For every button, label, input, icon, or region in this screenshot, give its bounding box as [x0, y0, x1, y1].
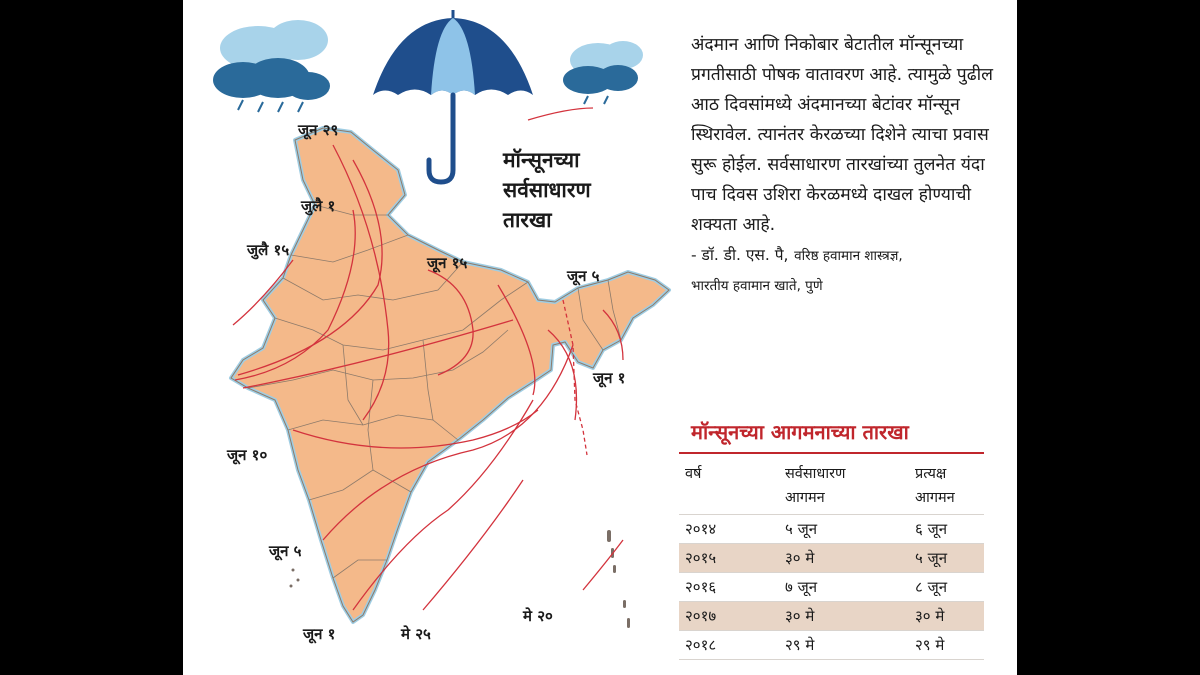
date-label-jun5-west: जून ५	[269, 542, 302, 560]
rain-cloud-icon	[563, 41, 643, 105]
column-header-normal-arrival: सर्वसाधारण आगमन	[785, 466, 846, 506]
quote-attribution: - डॉ. डी. एस. पै, वरिष्ठ हवामान शास्त्रज…	[691, 240, 1009, 271]
date-label-jun10: जून १०	[227, 446, 268, 464]
table-row: २०१६ ७ जून ८ जून	[679, 572, 984, 602]
map-title-line: सर्वसाधारण	[503, 178, 591, 202]
cell-year: २०१६	[679, 572, 779, 602]
cell-year: २०१५	[679, 543, 779, 573]
cell-actual-arrival: ८ जून	[909, 572, 984, 602]
india-landmass	[229, 126, 671, 624]
cell-normal-arrival: ५ जून	[779, 514, 909, 544]
cell-actual-arrival: ३० मे	[909, 601, 984, 631]
cell-actual-arrival: २९ मे	[909, 630, 984, 660]
monsoon-map: जून २९ जुलै १ जुलै १५ जून १५ जून ५ जून १…	[183, 0, 683, 675]
cell-actual-arrival: ६ जून	[909, 514, 984, 544]
table-row: २०१८ २९ मे २९ मे	[679, 630, 984, 660]
cell-year: २०१८	[679, 630, 779, 660]
date-label-may25: मे २५	[401, 625, 431, 643]
cell-normal-arrival: २९ मे	[779, 630, 909, 660]
table-header-row: वर्ष सर्वसाधारण आगमन प्रत्यक्ष आगमन	[679, 458, 984, 515]
cell-normal-arrival: ३० मे	[779, 543, 909, 573]
date-label-jun1-east: जून १	[593, 369, 626, 387]
map-title-line: मॉन्सूनच्या	[503, 148, 580, 172]
quote-paragraph: अंदमान आणि निकोबार बेटातील मॉन्सूनच्या प…	[691, 35, 993, 235]
column-header-year: वर्ष	[685, 466, 702, 482]
cell-year: २०१४	[679, 514, 779, 544]
arrival-table-title: मॉन्सूनच्या आगमनाच्या तारखा	[691, 420, 909, 444]
table-row: २०१७ ३० मे ३० मे	[679, 601, 984, 631]
date-label-jun15: जून १५	[427, 254, 468, 272]
quote-author: - डॉ. डी. एस. पै,	[691, 246, 789, 264]
column-header-actual-arrival: प्रत्यक्ष आगमन	[915, 466, 955, 506]
map-title-line: तारखा	[503, 208, 552, 232]
umbrella-icon	[373, 10, 533, 185]
india-map-graphic	[213, 10, 671, 628]
date-label-jun29: जून २९	[298, 121, 339, 139]
table-row: २०१५ ३० मे ५ जून	[679, 543, 984, 573]
expert-quote: अंदमान आणि निकोबार बेटातील मॉन्सूनच्या प…	[691, 30, 1009, 301]
cell-actual-arrival: ५ जून	[909, 543, 984, 573]
cell-normal-arrival: ३० मे	[779, 601, 909, 631]
date-label-may20: मे २०	[523, 607, 553, 625]
date-label-jul1: जुलै १	[301, 197, 336, 215]
date-label-jun5-northeast: जून ५	[567, 267, 600, 285]
monsoon-isolines	[232, 144, 624, 611]
map-title: मॉन्सूनच्या सर्वसाधारण तारखा	[503, 145, 623, 235]
rain-cloud-icon	[213, 20, 330, 113]
table-title-rule	[679, 452, 984, 454]
quote-author-role: वरिष्ठ हवामान शास्त्रज्ञ,	[794, 248, 903, 264]
cell-year: २०१७	[679, 601, 779, 631]
infographic: जून २९ जुलै १ जुलै १५ जून १५ जून ५ जून १…	[183, 0, 1017, 675]
table-row: २०१४ ५ जून ६ जून	[679, 514, 984, 544]
quote-author-organization: भारतीय हवामान खाते, पुणे	[691, 278, 823, 294]
date-label-jul15: जुलै १५	[247, 241, 290, 259]
cell-normal-arrival: ७ जून	[779, 572, 909, 602]
monsoon-arrival-table: वर्ष सर्वसाधारण आगमन प्रत्यक्ष आगमन २०१४ ५…	[679, 458, 984, 660]
date-label-jun1-south: जून १	[303, 625, 336, 643]
